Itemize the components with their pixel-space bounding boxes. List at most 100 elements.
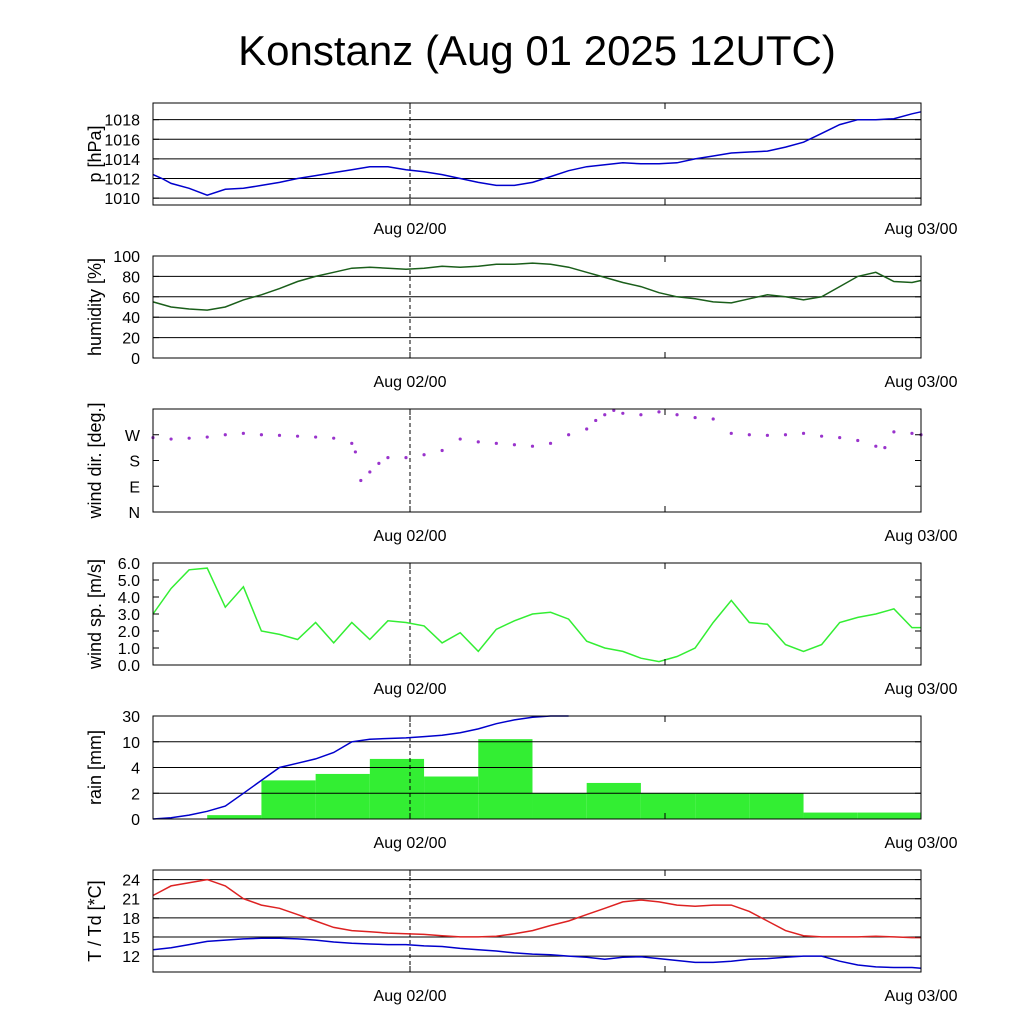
xtick-label: Aug 02/00 [374,988,447,1005]
y-axis-title: wind dir. [deg.] [85,402,105,519]
ytick-label: 2.0 [118,624,140,641]
ytick-label: 12 [122,949,140,966]
series-1-line [152,715,569,820]
series-1-point-35 [675,413,679,417]
series-1-point-8 [277,433,282,437]
ytick-label: 60 [122,290,140,307]
ytick-label: 4.0 [118,590,140,607]
xtick-label: Aug 03/00 [885,681,958,698]
xtick-label: Aug 03/00 [885,988,958,1005]
ytick-label: 20 [122,331,140,348]
y-axis-title: humidity [%] [85,258,105,356]
series-1-point-46 [874,444,878,448]
ytick-label: 10 [122,735,140,752]
series-2-line [152,937,922,969]
series-1-point-39 [747,433,751,437]
series-1-point-30 [603,413,607,417]
y-axis-title: T / Td [*C] [85,880,105,961]
series-1-point-37 [711,417,715,421]
ytick-label: 0 [131,351,140,368]
panel-4: 0.01.02.03.04.05.06.0 Aug 02/00 Aug 03/00 w… [85,556,958,698]
ytick-label: 100 [113,249,140,266]
ytick-label: W [125,428,141,445]
series-1-point-27 [567,433,571,437]
ytick-label: S [129,454,140,471]
rain-bar-9 [586,782,641,819]
series-1-point-5 [223,433,227,437]
series-1-point-22 [476,440,480,444]
rain-bar-6 [424,776,479,819]
series-1-point-9 [295,434,300,438]
ytick-label: 0.0 [118,658,140,675]
series-1-point-41 [783,433,788,437]
panel-frame [152,255,922,359]
ytick-label: 18 [122,911,140,928]
xtick-label: Aug 02/00 [374,221,447,238]
y-axis-title: p [hPa] [85,125,105,182]
series-1-point-38 [729,431,733,435]
panel-1: 1010 1012 1014 1016 1018 Aug 02/00 Aug 03/00 p … [85,102,958,238]
rain-bar-8 [532,793,587,819]
xtick-label: Aug 03/00 [885,835,958,852]
series-1-point-23 [494,441,498,445]
series-1-point-49 [910,431,914,435]
series-1-point-19 [422,453,426,457]
panel-frame [152,869,922,973]
series-1-point-21 [458,437,462,441]
series-1-point-48 [892,430,896,434]
ytick-label: 40 [122,310,140,327]
series-1-point-2 [169,437,173,441]
ytick-label: 0 [131,812,140,829]
ytick-label: 15 [122,930,140,947]
xtick-label: Aug 03/00 [885,221,958,238]
ytick-label: 1016 [104,132,140,149]
ytick-label: N [128,505,140,522]
series-1-line [152,262,922,311]
ytick-label: 1018 [104,113,140,130]
ytick-label: 2 [131,786,140,803]
series-1-point-17 [386,456,390,460]
rain-bar-13 [803,812,858,819]
ytick-label: 24 [122,873,140,890]
y-axis-title: rain [mm] [85,730,105,805]
series-1-point-47 [883,446,887,450]
ytick-label: 80 [122,269,140,286]
ytick-label: 5.0 [118,573,140,590]
series-1-point-34 [657,410,661,414]
series-1-point-43 [820,434,824,438]
series-1-point-14 [359,478,363,483]
series-1-point-10 [314,435,318,439]
xtick-label: Aug 02/00 [374,681,447,698]
ytick-label: 21 [122,892,140,909]
series-1-point-16 [377,461,381,465]
series-1-point-36 [693,415,697,420]
series-1-point-42 [801,431,806,435]
series-1-point-11 [332,436,336,440]
rain-bar-11 [695,793,750,819]
series-1-point-26 [548,441,553,445]
ytick-label: 6.0 [118,556,140,573]
panel-frame [152,102,922,206]
panel-frame [152,408,922,513]
rain-bar-2 [207,815,262,819]
rain-bar-5 [369,758,425,819]
ytick-label: 1010 [104,191,140,208]
series-1-line [152,878,921,939]
series-1-point-25 [530,444,535,448]
series-1-point-29 [594,418,598,423]
rain-bar-12 [749,793,804,819]
series-1-point-40 [765,433,770,437]
series-1-point-24 [512,443,517,447]
series-1-point-45 [856,438,860,443]
panel-2: 0 20 40 60 80 100 Aug 02/00 Aug 03/00 humidity [… [85,249,958,391]
xtick-label: Aug 03/00 [885,374,958,391]
series-1-line [152,111,922,196]
series-1-line [152,567,921,663]
ytick-label: 30 [122,709,140,726]
series-1-point-18 [404,456,408,460]
rain-bar-14 [857,812,921,819]
series-1-point-28 [585,427,589,431]
panel-5: 0 2 4 10 30 Aug 02/00 Aug 03/00 rain [mm] [85,709,958,852]
